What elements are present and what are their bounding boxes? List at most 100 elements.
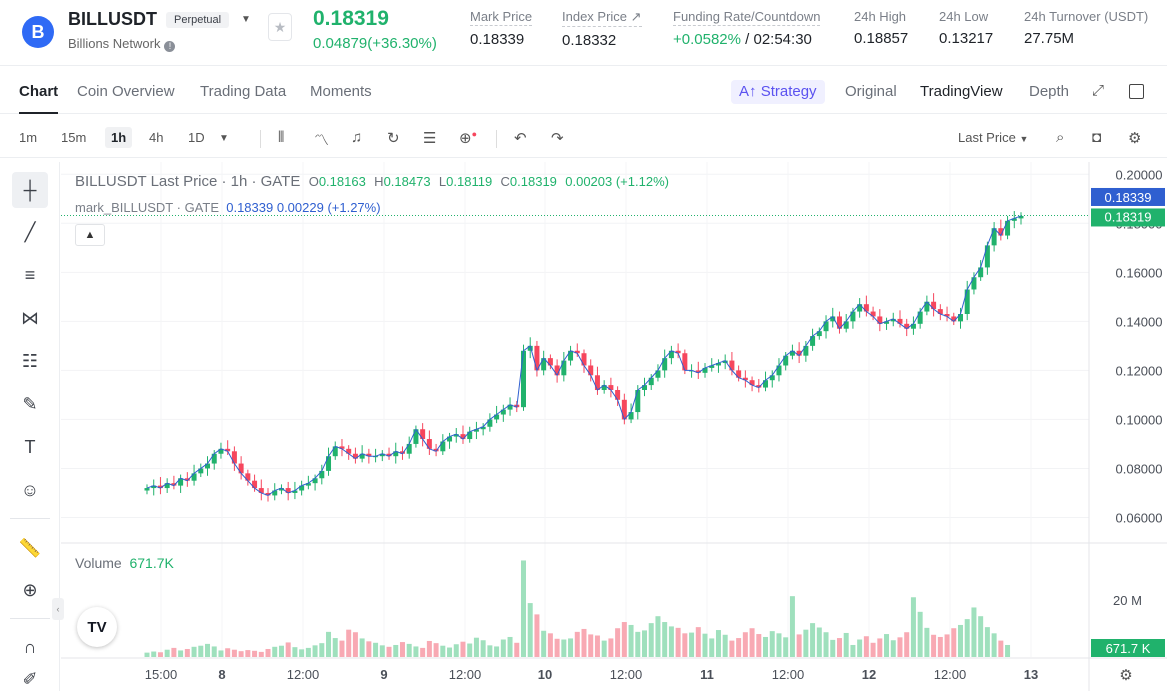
view-depth[interactable]: Depth bbox=[1029, 83, 1070, 100]
volume-bar bbox=[890, 640, 896, 657]
candle-body bbox=[386, 453, 392, 457]
candle-body bbox=[655, 370, 661, 378]
candle-type-icon[interactable]: ⫴ bbox=[278, 129, 285, 146]
interval-15m[interactable]: 15m bbox=[61, 130, 87, 145]
stat-label[interactable]: Mark Price bbox=[470, 9, 533, 26]
zoom-in-icon[interactable]: ⊕ bbox=[22, 579, 38, 600]
volume-bar bbox=[662, 622, 668, 657]
time-tick-label: 12:00 bbox=[610, 667, 643, 682]
price-type-select[interactable]: Last Price ▼ bbox=[958, 130, 1028, 145]
candle-body bbox=[635, 390, 641, 413]
horizontal-lines-icon[interactable]: ≡ bbox=[24, 264, 36, 285]
ruler-icon[interactable]: 📏 bbox=[18, 537, 42, 558]
candle-body bbox=[326, 456, 332, 471]
redo-icon[interactable]: ↷ bbox=[551, 130, 564, 147]
candle-body bbox=[944, 314, 950, 317]
candle-body bbox=[178, 478, 184, 486]
volume-bar bbox=[924, 627, 930, 657]
pattern-icon[interactable]: ⋈ bbox=[21, 307, 39, 328]
stat-label: 24h Turnover (USDT) bbox=[1024, 9, 1149, 24]
fib-levels-icon[interactable]: ☷ bbox=[21, 350, 39, 371]
symbol-dropdown-chevron-icon[interactable]: ▼ bbox=[241, 14, 251, 25]
stat-funding-rate: Funding Rate/Countdown +0.0582% / 02:54:… bbox=[673, 9, 821, 48]
stat-label: 24h Low bbox=[939, 9, 989, 24]
undo-icon[interactable]: ↶ bbox=[514, 130, 527, 147]
time-tick-label: 12:00 bbox=[449, 667, 482, 682]
view-original[interactable]: Original bbox=[845, 83, 897, 100]
volume-bar bbox=[1005, 644, 1011, 657]
volume-bar bbox=[937, 636, 943, 657]
stat-label[interactable]: Index Price ↗ bbox=[562, 9, 642, 27]
axis-settings-icon[interactable]: ⚙ bbox=[1119, 666, 1132, 684]
candle-body bbox=[978, 267, 984, 278]
stat-index-price: Index Price ↗ 0.18332 bbox=[562, 9, 642, 49]
camera-icon[interactable]: ◘ bbox=[1092, 129, 1102, 146]
interval-dropdown-icon[interactable]: ▼ bbox=[219, 133, 229, 144]
strategy-button[interactable]: A↑ Strategy bbox=[731, 80, 825, 104]
tab-coin-overview[interactable]: Coin Overview bbox=[77, 83, 175, 100]
interval-4h[interactable]: 4h bbox=[149, 130, 164, 145]
candle-body bbox=[420, 429, 426, 440]
favorite-star-icon[interactable]: ★ bbox=[268, 13, 292, 41]
interval-1m[interactable]: 1m bbox=[19, 130, 38, 145]
volume-bar bbox=[164, 649, 170, 657]
price-tick-label: 0.06000 bbox=[1116, 510, 1163, 525]
candle-body bbox=[473, 429, 479, 432]
volume-bar bbox=[278, 645, 284, 657]
symbol-name[interactable]: BILLUSDT bbox=[68, 9, 157, 29]
crosshair-icon[interactable]: ┼ bbox=[12, 172, 48, 208]
brush-icon[interactable]: ✎ bbox=[22, 393, 38, 414]
candle-body bbox=[870, 311, 876, 317]
text-tool-icon[interactable]: T bbox=[24, 436, 36, 457]
candle-body bbox=[460, 434, 466, 440]
candle-body bbox=[393, 451, 399, 457]
view-tradingview[interactable]: TradingView bbox=[920, 83, 1003, 100]
legend-open: 0.18163 bbox=[318, 174, 366, 189]
indicators-icon[interactable]: 〽 bbox=[314, 132, 330, 149]
candle-body bbox=[500, 409, 506, 415]
candle-body bbox=[527, 345, 533, 351]
search-icon[interactable]: ⌕ bbox=[1056, 129, 1065, 146]
price-chart[interactable]: 0.200000.180000.160000.140000.120000.100… bbox=[61, 162, 1167, 691]
trend-line-icon[interactable]: ╱ bbox=[24, 221, 36, 242]
templates-icon[interactable]: ☰ bbox=[423, 130, 437, 147]
candle-body bbox=[433, 448, 439, 452]
volume-bar bbox=[191, 646, 197, 657]
volume-bar bbox=[245, 650, 251, 657]
candle-body bbox=[453, 434, 459, 437]
interval-1h[interactable]: 1h bbox=[105, 127, 133, 148]
tradingview-logo-icon[interactable]: TV bbox=[77, 607, 117, 647]
volume-bar bbox=[285, 642, 291, 657]
candle-body bbox=[769, 375, 775, 381]
alert-icon[interactable]: ♫ bbox=[351, 129, 363, 146]
info-icon[interactable]: ! bbox=[164, 41, 176, 52]
section-tabs: Chart Coin Overview Trading Data Moments… bbox=[0, 70, 1167, 114]
settings-gear-icon[interactable]: ⚙ bbox=[1128, 130, 1142, 147]
tab-trading-data[interactable]: Trading Data bbox=[200, 83, 287, 100]
volume-bar bbox=[406, 643, 412, 657]
emoji-icon[interactable]: ☺ bbox=[20, 479, 40, 500]
replay-icon[interactable]: ↻ bbox=[387, 130, 400, 147]
volume-bar bbox=[205, 643, 211, 657]
volume-bar bbox=[312, 645, 318, 657]
candle-body bbox=[588, 365, 594, 376]
fullscreen-icon[interactable]: ⤢ bbox=[1092, 82, 1105, 99]
pencil-lock-icon[interactable]: ✐ bbox=[22, 668, 38, 689]
stat-label[interactable]: Funding Rate/Countdown bbox=[673, 9, 821, 26]
add-indicator-icon[interactable]: ⊕● bbox=[459, 129, 478, 147]
tab-moments[interactable]: Moments bbox=[310, 83, 372, 100]
mark-price-tag-label: 0.18339 bbox=[1105, 190, 1152, 205]
window-icon[interactable] bbox=[1129, 84, 1144, 99]
collapse-tools-chevron-icon[interactable]: ‹ bbox=[52, 598, 64, 620]
volume-bar bbox=[272, 646, 278, 657]
collapse-legend-chevron-up-icon[interactable]: ▲ bbox=[75, 224, 105, 246]
candle-body bbox=[447, 436, 453, 442]
magnet-icon[interactable]: ∩ bbox=[23, 636, 37, 657]
volume-bar bbox=[494, 646, 500, 657]
volume-bar bbox=[655, 616, 661, 657]
tab-chart[interactable]: Chart bbox=[19, 83, 59, 114]
volume-bar bbox=[178, 650, 184, 657]
candle-body bbox=[816, 331, 822, 337]
volume-bar bbox=[803, 629, 809, 657]
interval-1d[interactable]: 1D bbox=[188, 130, 205, 145]
